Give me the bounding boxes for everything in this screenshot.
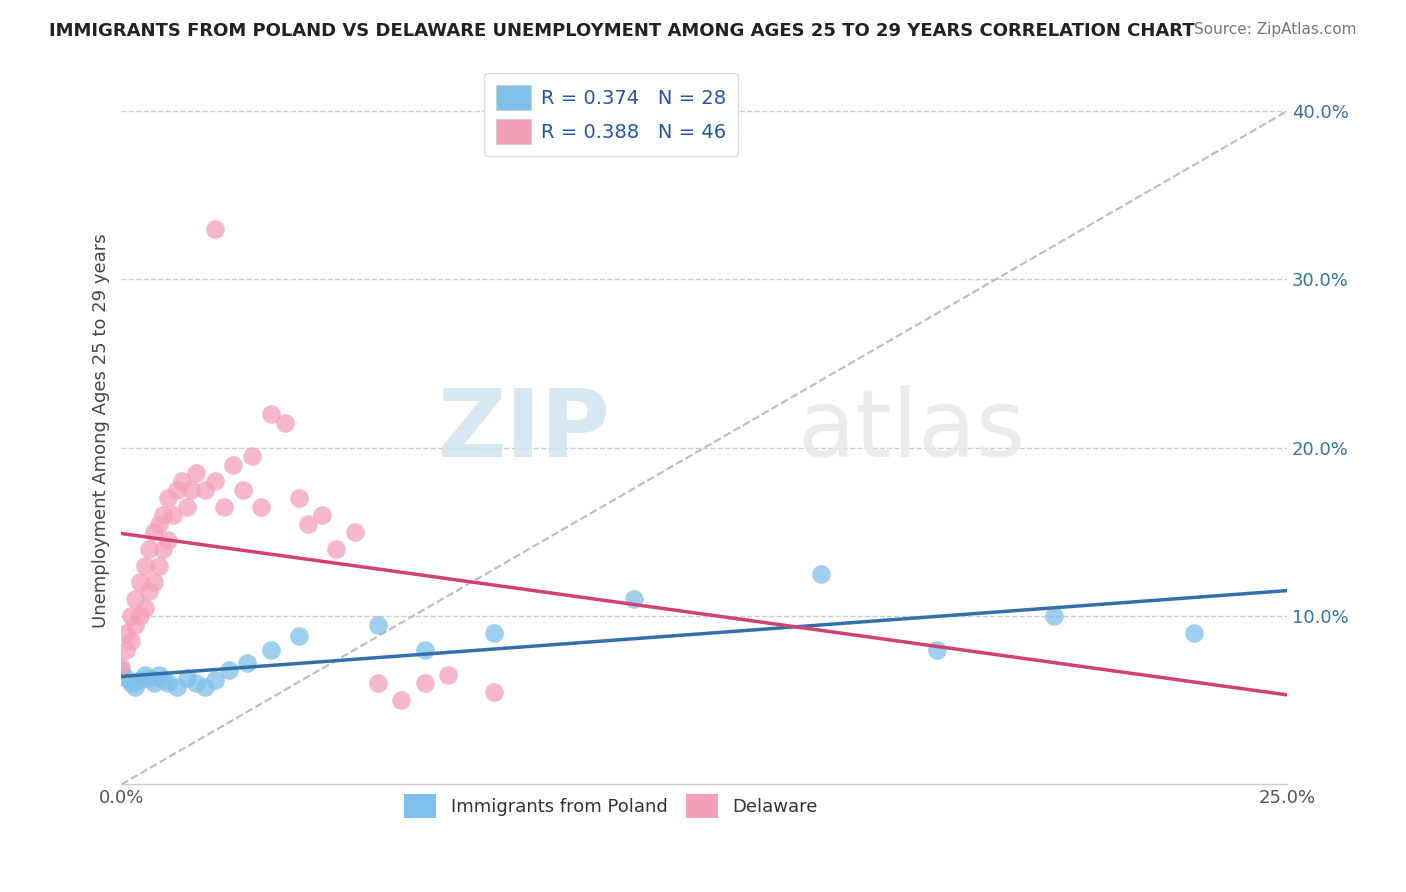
Point	[623, 592, 645, 607]
Point	[115, 672, 138, 686]
Point	[1043, 609, 1066, 624]
Point	[259, 642, 281, 657]
Point	[367, 617, 389, 632]
Point	[148, 516, 170, 531]
Point	[143, 676, 166, 690]
Point	[124, 680, 146, 694]
Legend: Immigrants from Poland, Delaware: Immigrants from Poland, Delaware	[396, 788, 825, 825]
Point	[311, 508, 333, 522]
Point	[184, 676, 207, 690]
Point	[134, 600, 156, 615]
Point	[273, 416, 295, 430]
Point	[110, 663, 132, 677]
Point	[152, 508, 174, 522]
Point	[152, 673, 174, 687]
Point	[124, 592, 146, 607]
Point	[194, 680, 217, 694]
Point	[204, 475, 226, 489]
Point	[115, 642, 138, 657]
Point	[124, 617, 146, 632]
Point	[389, 693, 412, 707]
Point	[297, 516, 319, 531]
Point	[157, 676, 180, 690]
Point	[367, 676, 389, 690]
Point	[170, 475, 193, 489]
Point	[138, 672, 160, 686]
Point	[110, 659, 132, 673]
Point	[259, 407, 281, 421]
Point	[120, 676, 142, 690]
Point	[484, 685, 506, 699]
Text: ZIP: ZIP	[439, 385, 612, 477]
Point	[143, 524, 166, 539]
Text: atlas: atlas	[797, 385, 1026, 477]
Point	[166, 680, 188, 694]
Text: IMMIGRANTS FROM POLAND VS DELAWARE UNEMPLOYMENT AMONG AGES 25 TO 29 YEARS CORREL: IMMIGRANTS FROM POLAND VS DELAWARE UNEMP…	[49, 22, 1195, 40]
Point	[129, 609, 152, 624]
Y-axis label: Unemployment Among Ages 25 to 29 years: Unemployment Among Ages 25 to 29 years	[93, 234, 110, 628]
Point	[134, 668, 156, 682]
Point	[236, 657, 259, 671]
Point	[810, 567, 832, 582]
Point	[484, 626, 506, 640]
Point	[180, 483, 202, 497]
Point	[287, 491, 309, 506]
Point	[194, 483, 217, 497]
Point	[184, 466, 207, 480]
Point	[138, 541, 160, 556]
Point	[134, 558, 156, 573]
Point	[413, 642, 436, 657]
Point	[148, 668, 170, 682]
Point	[204, 222, 226, 236]
Point	[232, 483, 254, 497]
Point	[437, 668, 460, 682]
Point	[120, 609, 142, 624]
Point	[343, 524, 366, 539]
Point	[212, 500, 235, 514]
Point	[166, 483, 188, 497]
Point	[240, 449, 263, 463]
Point	[204, 673, 226, 687]
Point	[222, 458, 245, 472]
Point	[115, 626, 138, 640]
Point	[120, 634, 142, 648]
Point	[287, 629, 309, 643]
Point	[176, 500, 198, 514]
Point	[1182, 626, 1205, 640]
Point	[138, 583, 160, 598]
Point	[157, 491, 180, 506]
Point	[143, 575, 166, 590]
Point	[325, 541, 347, 556]
Point	[176, 672, 198, 686]
Point	[129, 673, 152, 687]
Point	[129, 575, 152, 590]
Point	[218, 663, 240, 677]
Point	[250, 500, 273, 514]
Text: Source: ZipAtlas.com: Source: ZipAtlas.com	[1194, 22, 1357, 37]
Point	[152, 541, 174, 556]
Point	[413, 676, 436, 690]
Point	[157, 533, 180, 548]
Point	[148, 558, 170, 573]
Point	[927, 642, 949, 657]
Point	[162, 508, 184, 522]
